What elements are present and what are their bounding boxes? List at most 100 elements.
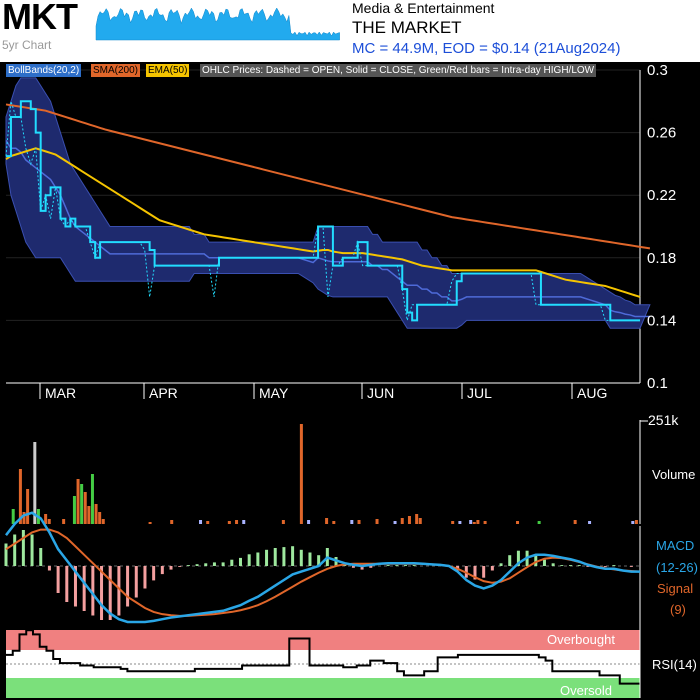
- macd-histogram-bar: [560, 565, 564, 566]
- macd-histogram-bar: [603, 566, 607, 567]
- volume-bar: [415, 514, 419, 524]
- macd-histogram-bar: [4, 543, 8, 566]
- market-cap-summary: MC = 44.9M, EOD = $0.14 (21Aug2024): [352, 40, 621, 57]
- legend-ohlc: OHLC Prices: Dashed = OPEN, Solid = CLOS…: [200, 64, 597, 77]
- volume-bar: [87, 506, 91, 524]
- volume-bar: [418, 518, 422, 524]
- volume-bar: [458, 521, 462, 524]
- macd-histogram-bar: [82, 566, 86, 611]
- volume-bar: [357, 520, 361, 524]
- volume-bar: [72, 496, 76, 524]
- rsi-line: [6, 629, 640, 685]
- macd-histogram-bar: [395, 565, 399, 566]
- macd-histogram-bar: [30, 534, 34, 566]
- bollinger-midline: [5, 140, 650, 318]
- close-price-line: [6, 100, 640, 322]
- macd-histogram-bar: [265, 549, 269, 566]
- volume-bar: [407, 516, 411, 524]
- month-label: APR: [149, 385, 178, 401]
- macd-histogram-bar: [577, 565, 581, 566]
- y-tick-label: 0.18: [647, 250, 676, 267]
- macd-histogram-bar: [482, 566, 486, 578]
- volume-bar: [22, 512, 26, 524]
- volume-bar: [350, 520, 354, 524]
- legend-sma: SMA(200): [91, 64, 141, 77]
- macd-histogram-bar: [404, 565, 408, 566]
- macd-histogram-bar: [212, 562, 216, 566]
- macd-histogram-bar: [126, 566, 130, 607]
- macd-histogram-bar: [247, 554, 251, 566]
- macd-histogram-bar: [91, 566, 95, 616]
- ticker-symbol: MKT: [2, 0, 78, 37]
- volume-bar: [476, 520, 480, 524]
- macd-histogram-bar: [134, 566, 138, 598]
- volume-bar: [469, 520, 473, 524]
- macd-histogram-bar: [542, 559, 546, 566]
- sma200-line: [5, 103, 651, 250]
- macd-histogram-bar: [282, 547, 286, 566]
- volume-bar: [227, 521, 231, 524]
- macd-histogram-bar: [221, 562, 225, 566]
- volume-bar: [281, 520, 285, 524]
- macd-histogram-bar: [551, 563, 555, 566]
- macd-histogram-bar: [143, 566, 147, 589]
- macd-label: MACD: [656, 538, 695, 553]
- sector-label: Media & Entertainment: [352, 0, 495, 16]
- macd-histogram-bar: [273, 548, 277, 566]
- macd-histogram-bar: [238, 557, 242, 566]
- macd-histogram-bar: [117, 566, 121, 616]
- macd-histogram-bar: [21, 530, 25, 566]
- volume-bar: [90, 474, 94, 524]
- volume-bar: [634, 520, 638, 524]
- volume-bar: [451, 521, 455, 524]
- legend-bollbands: BollBands(20,2): [6, 64, 82, 77]
- rsi-oversold-zone: [6, 678, 640, 698]
- legend-ema: EMA(50): [146, 64, 190, 77]
- y-tick-label: 0.22: [647, 187, 676, 204]
- signal-label: Signal: [657, 581, 694, 596]
- header-panel: MKT 5yr Chart Media & Entertainment THE …: [0, 0, 700, 62]
- volume-bar: [94, 504, 98, 524]
- volume-bar: [483, 521, 487, 524]
- y-tick-label: 0.3: [647, 62, 668, 79]
- volume-bar: [631, 521, 635, 524]
- volume-bar: [11, 509, 15, 524]
- macd-params-label: (12-26): [656, 560, 698, 575]
- volume-bar: [332, 521, 336, 524]
- macd-histogram-bar: [308, 552, 312, 566]
- macd-line: [5, 511, 640, 624]
- macd-histogram-bar: [534, 554, 538, 566]
- month-label: JUN: [367, 385, 394, 401]
- volume-bar: [44, 514, 48, 524]
- macd-histogram-bar: [204, 563, 208, 566]
- signal-params-label: (9): [670, 602, 686, 617]
- signal-line: [5, 528, 641, 617]
- volume-bar: [62, 519, 66, 524]
- macd-histogram-bar: [230, 559, 234, 566]
- ema50-line: [5, 147, 641, 298]
- volume-bar: [18, 469, 22, 524]
- macd-histogram-bar: [629, 566, 633, 567]
- five-year-label: 5yr Chart: [2, 38, 52, 52]
- volume-bar: [33, 442, 37, 524]
- macd-histogram-bar: [360, 566, 364, 570]
- macd-histogram-bar: [160, 566, 164, 575]
- macd-histogram-bar: [47, 566, 51, 571]
- oversold-label: Oversold: [560, 683, 613, 698]
- macd-histogram-bar: [508, 555, 512, 566]
- volume-bar: [76, 479, 80, 524]
- rsi-overbought-zone: [6, 630, 640, 650]
- volume-bar: [516, 521, 520, 524]
- y-tick-label: 0.1: [647, 375, 668, 392]
- five-year-sparkline: [95, 7, 340, 41]
- macd-histogram-bar: [569, 565, 573, 566]
- volume-bar: [375, 519, 379, 524]
- macd-histogram-bar: [195, 564, 199, 566]
- company-name: THE MARKET: [352, 18, 462, 37]
- volume-bar: [537, 521, 541, 524]
- volume-bar: [98, 512, 102, 524]
- macd-histogram-bar: [100, 566, 104, 620]
- macd-histogram-bar: [412, 565, 416, 566]
- volume-max-label: 251k: [648, 412, 679, 428]
